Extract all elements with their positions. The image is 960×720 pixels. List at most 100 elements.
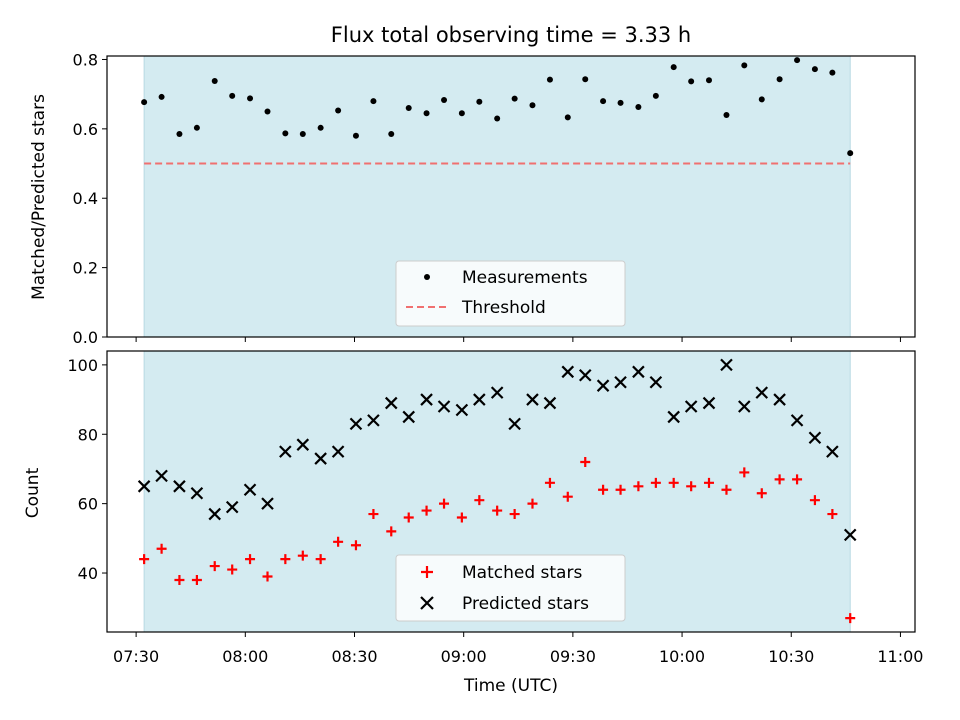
matched-star-point bbox=[580, 457, 591, 468]
predicted-star-point bbox=[578, 369, 592, 382]
predicted-star-point bbox=[596, 379, 610, 392]
measurement-point bbox=[811, 66, 818, 73]
predicted-star-point bbox=[526, 393, 539, 406]
measurement-point bbox=[282, 130, 289, 137]
matched-star-point bbox=[827, 509, 838, 520]
measurement-point bbox=[776, 76, 783, 83]
matched-star-point bbox=[227, 564, 238, 575]
predicted-star-point bbox=[261, 497, 274, 510]
y-tick-label: 0.8 bbox=[73, 50, 98, 69]
matched-star-point bbox=[209, 561, 220, 572]
matched-star-point bbox=[721, 484, 732, 495]
ratio-legend: Measurements Threshold bbox=[395, 260, 626, 327]
predicted-star-point bbox=[296, 438, 310, 451]
measurement-point bbox=[546, 76, 553, 83]
predicted-star-point bbox=[490, 386, 504, 399]
measurement-point bbox=[705, 77, 712, 84]
matched-star-point bbox=[686, 481, 697, 492]
y-tick-label: 0.0 bbox=[73, 328, 98, 347]
matched-star-point bbox=[386, 526, 397, 537]
matched-star-point bbox=[280, 554, 291, 565]
matched-star-point bbox=[297, 550, 308, 561]
predicted-star-point bbox=[508, 417, 521, 431]
matched-star-point bbox=[315, 554, 326, 565]
predicted-star-point bbox=[543, 396, 557, 410]
predicted-star-point bbox=[420, 393, 433, 406]
y-tick-label: 80 bbox=[78, 425, 98, 444]
predicted-star-point bbox=[225, 500, 239, 514]
predicted-star-point bbox=[826, 445, 839, 458]
measurement-point bbox=[758, 96, 765, 103]
x-tick-label: 09:00 bbox=[441, 647, 487, 666]
measurement-point bbox=[617, 99, 624, 106]
count-legend-box bbox=[395, 554, 626, 622]
legend-predicted-label: Predicted stars bbox=[462, 594, 589, 614]
measurement-point bbox=[600, 98, 607, 105]
predicted-star-point bbox=[843, 528, 857, 542]
measurement-point bbox=[405, 105, 412, 112]
predicted-star-point bbox=[173, 480, 186, 493]
count-panel: 07:30 08:00 08:30 09:00 09:30 10:00 10:30 11:00… bbox=[23, 350, 923, 696]
measurement-point bbox=[670, 64, 677, 71]
predicted-star-point bbox=[402, 410, 416, 424]
x-tick-label: 09:30 bbox=[550, 647, 596, 666]
measurement-point bbox=[529, 102, 536, 109]
matched-star-point bbox=[174, 574, 185, 585]
measurement-point bbox=[688, 78, 695, 85]
measurement-point bbox=[335, 107, 342, 114]
matched-star-point bbox=[262, 571, 273, 582]
legend-matched-marker bbox=[421, 566, 433, 578]
predicted-star-point bbox=[455, 403, 469, 417]
predicted-star-point bbox=[632, 365, 645, 379]
predicted-star-point bbox=[614, 375, 627, 389]
measurement-point bbox=[193, 124, 200, 131]
predicted-star-point bbox=[349, 417, 363, 431]
matched-star-point bbox=[845, 613, 856, 624]
measurement-point bbox=[847, 150, 854, 157]
x-tick-label: 08:00 bbox=[222, 647, 268, 666]
measurement-point bbox=[723, 111, 730, 118]
ratio-panel: Flux total observing time = 3.33 h 0.0 0.… bbox=[29, 23, 916, 347]
matched-star-point bbox=[809, 495, 820, 506]
matched-star-point bbox=[544, 477, 555, 488]
measurement-point bbox=[582, 76, 589, 83]
measurement-point bbox=[458, 110, 465, 117]
chart-title: Flux total observing time = 3.33 h bbox=[331, 23, 691, 47]
predicted-star-point bbox=[331, 445, 345, 458]
ratio-panel-frame bbox=[106, 55, 916, 338]
x-tick-label: 07:30 bbox=[113, 647, 159, 666]
x-tick-label: 11:00 bbox=[877, 647, 923, 666]
legend-matched-label: Matched stars bbox=[462, 563, 582, 583]
predicted-star-point bbox=[684, 400, 698, 413]
measurement-point bbox=[158, 93, 165, 100]
measurement-point bbox=[317, 124, 324, 131]
predicted-star-point bbox=[243, 483, 257, 497]
measurement-point bbox=[476, 98, 483, 105]
measurement-point bbox=[511, 95, 518, 102]
measurement-point bbox=[494, 115, 501, 122]
count-y-axis-label: Count bbox=[23, 467, 43, 518]
predicted-star-point bbox=[738, 400, 751, 413]
matched-star-point bbox=[598, 484, 609, 495]
predicted-star-point bbox=[773, 393, 786, 406]
ratio-legend-box bbox=[395, 260, 626, 327]
measurement-point bbox=[211, 77, 218, 84]
predicted-star-point bbox=[473, 393, 486, 406]
legend-measurements-marker bbox=[424, 274, 430, 280]
matched-star-point bbox=[368, 509, 379, 520]
matched-star-point bbox=[474, 495, 485, 506]
matched-star-point bbox=[792, 474, 803, 485]
x-tick-label: 10:30 bbox=[768, 647, 814, 666]
matched-star-point bbox=[650, 477, 661, 488]
predicted-star-point bbox=[208, 507, 222, 521]
predicted-star-point bbox=[384, 396, 398, 410]
predicted-star-point bbox=[667, 410, 680, 424]
matched-star-point bbox=[562, 491, 573, 502]
predicted-star-point bbox=[561, 365, 575, 379]
legend-predicted-marker bbox=[420, 596, 434, 610]
predicted-star-point bbox=[720, 358, 733, 372]
matched-star-point bbox=[156, 543, 167, 554]
predicted-star-point bbox=[808, 431, 822, 445]
measurement-point bbox=[352, 132, 359, 139]
